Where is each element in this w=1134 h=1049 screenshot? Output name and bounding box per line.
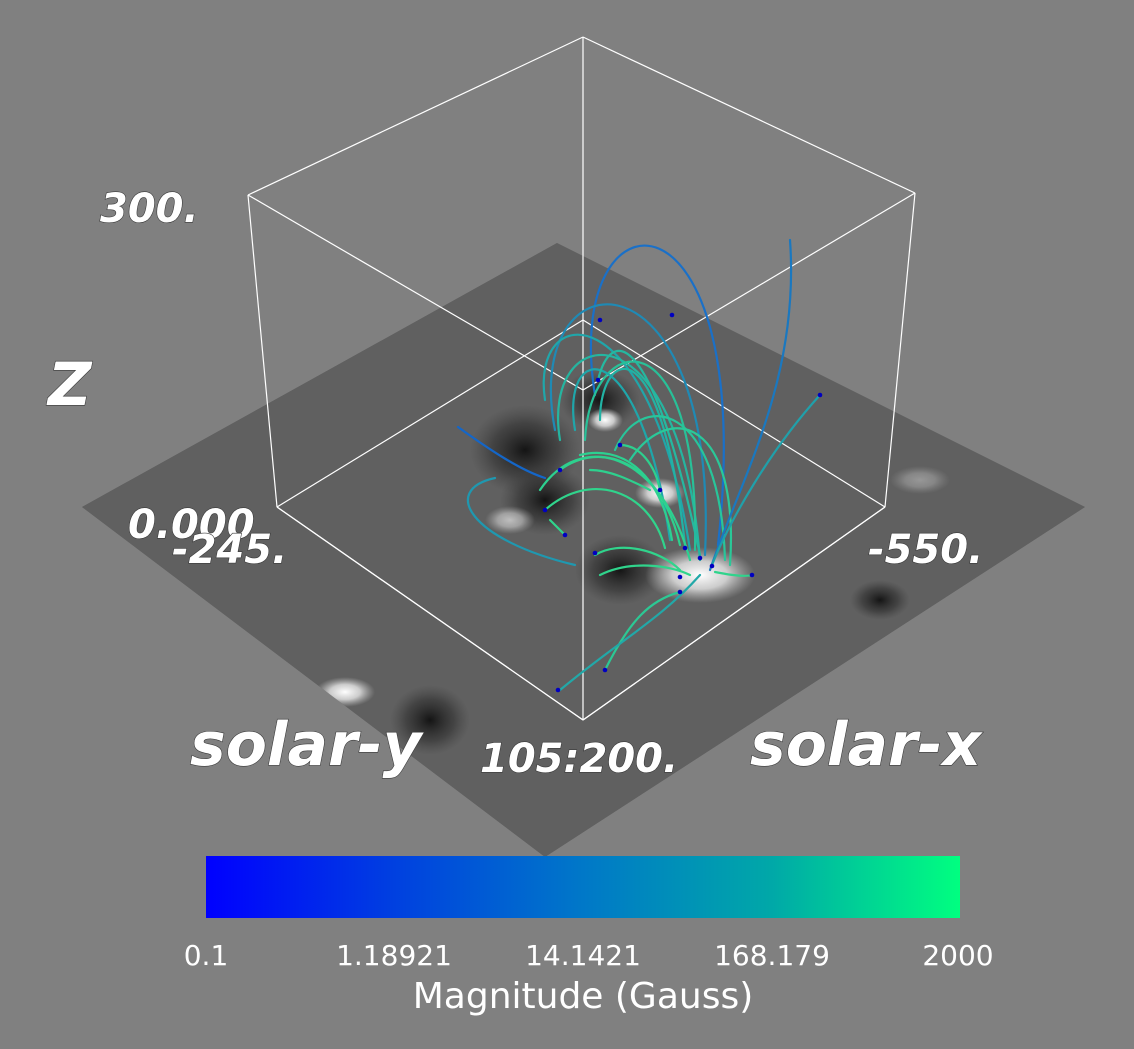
- colorbar: 0.1 1.18921 14.1421 168.179 2000 Magnitu…: [184, 856, 994, 1017]
- field-line: [596, 349, 702, 557]
- colorbar-tick: 1.18921: [336, 939, 452, 972]
- colorbar-gradient: [206, 856, 960, 918]
- field-line: [603, 590, 682, 672]
- field-line: [613, 415, 727, 562]
- field-line: [710, 393, 822, 567]
- field-line-footpoints: [542, 312, 823, 693]
- colorbar-title: Magnitude (Gauss): [413, 976, 754, 1017]
- field-line: [593, 546, 682, 572]
- colorbar-tick: 2000: [922, 939, 993, 972]
- magnetic-field-lines: [456, 238, 822, 692]
- x-axis-label: solar-x: [750, 710, 983, 780]
- bottom-corner-tick: 105:200.: [480, 736, 678, 782]
- colorbar-tick: 14.1421: [525, 939, 641, 972]
- z-min-tick: 0.000: [128, 502, 255, 548]
- field-line: [589, 244, 725, 547]
- bounding-box-front: [276, 506, 886, 721]
- field-line: [598, 564, 692, 577]
- field-line: [618, 443, 662, 492]
- colorbar-tick: 168.179: [714, 939, 830, 972]
- field-line: [598, 367, 687, 547]
- colorbar-tick: 0.1: [184, 939, 229, 972]
- field-line: [708, 238, 793, 572]
- field-line: [558, 573, 702, 692]
- field-line: [572, 368, 672, 542]
- field-line: [542, 333, 692, 552]
- field-line: [466, 476, 577, 567]
- field-line: [549, 303, 707, 557]
- z-axis-label: Z: [46, 350, 93, 420]
- field-line: [558, 455, 682, 547]
- z-max-tick: 300.: [100, 186, 199, 232]
- field-line: [578, 451, 674, 542]
- field-line: [583, 360, 697, 552]
- field-line: [588, 468, 652, 492]
- y-min-tick: -245.: [172, 527, 287, 573]
- field-line: [456, 425, 547, 480]
- x-min-tick: -550.: [868, 527, 983, 573]
- field-line: [557, 353, 702, 562]
- field-line: [543, 488, 667, 550]
- y-axis-label: solar-y: [190, 710, 424, 780]
